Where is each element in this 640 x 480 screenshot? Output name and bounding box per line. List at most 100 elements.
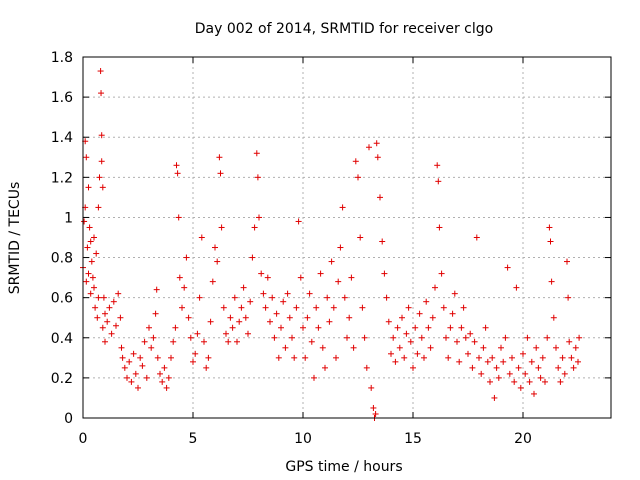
data-points [80, 68, 583, 421]
data-point [418, 334, 425, 341]
data-point [205, 354, 212, 361]
data-point [515, 364, 522, 371]
data-point [498, 344, 504, 351]
data-point [319, 344, 326, 351]
data-point [478, 370, 485, 377]
data-point [546, 224, 553, 231]
data-point [87, 290, 94, 297]
data-point [117, 314, 124, 321]
data-point [460, 304, 467, 311]
data-point [196, 294, 203, 301]
data-point [520, 350, 526, 357]
data-point [295, 218, 302, 225]
data-point [390, 334, 397, 341]
data-point [264, 274, 271, 281]
data-point [119, 354, 126, 361]
data-point [443, 334, 449, 341]
data-point [94, 314, 101, 321]
data-point [245, 330, 251, 337]
data-point [372, 410, 379, 417]
data-point [377, 194, 383, 201]
data-point [86, 224, 93, 231]
data-point [304, 314, 311, 321]
data-point [214, 258, 221, 265]
data-point [96, 174, 103, 181]
data-point [324, 294, 331, 301]
data-point [282, 344, 289, 351]
y-tick-label: 1.2 [51, 170, 73, 186]
data-point [192, 350, 199, 357]
data-point [293, 304, 300, 311]
data-point [249, 254, 256, 261]
data-point [557, 378, 564, 385]
data-point [98, 132, 105, 139]
data-point [267, 318, 273, 325]
data-point [218, 224, 225, 231]
data-point [531, 390, 537, 397]
data-point [280, 298, 287, 305]
data-point [143, 374, 150, 381]
data-point [110, 298, 117, 305]
data-point [553, 344, 559, 351]
data-point [570, 364, 577, 371]
data-point [410, 364, 416, 371]
data-point [161, 364, 168, 371]
plot-frame [82, 56, 612, 419]
data-point [242, 314, 249, 321]
y-tick-label: 1.8 [51, 50, 73, 66]
data-point [480, 344, 487, 351]
data-point [542, 378, 548, 385]
data-point [286, 314, 293, 321]
data-point [201, 338, 207, 345]
data-point [405, 304, 412, 311]
axis-ticks [82, 56, 611, 419]
data-point [198, 234, 205, 241]
data-point [401, 354, 408, 361]
data-point [559, 354, 566, 361]
data-point [547, 238, 554, 245]
data-point [85, 184, 92, 191]
data-point [275, 354, 282, 361]
data-point [513, 284, 520, 291]
data-point [291, 354, 298, 361]
data-point [350, 344, 357, 351]
data-point [227, 314, 234, 321]
data-point [190, 358, 196, 365]
data-point [456, 358, 463, 365]
data-point [157, 370, 163, 377]
data-point [170, 338, 177, 345]
data-point [95, 294, 102, 301]
data-point [544, 334, 551, 341]
data-point [396, 344, 403, 351]
data-point [548, 278, 555, 285]
data-point [575, 358, 581, 365]
data-point [168, 354, 174, 361]
y-tick-label: 1 [64, 210, 73, 226]
data-point [359, 304, 366, 311]
data-point [366, 144, 372, 151]
data-point [528, 358, 535, 365]
data-point [388, 350, 394, 357]
data-point [118, 344, 125, 351]
data-point [326, 318, 333, 325]
data-point [370, 404, 377, 411]
data-point [254, 174, 261, 181]
data-point [313, 304, 320, 311]
data-point [357, 234, 364, 241]
data-point [165, 374, 172, 381]
data-point [394, 324, 401, 331]
data-point [337, 244, 344, 251]
y-tick-label: 1.4 [51, 130, 73, 146]
data-point [194, 330, 201, 337]
data-point [328, 258, 335, 265]
data-point [91, 234, 97, 241]
data-point [489, 354, 496, 361]
data-point [229, 324, 236, 331]
data-point [539, 354, 546, 361]
data-point [289, 334, 295, 341]
x-tick-label: 0 [79, 431, 88, 447]
data-point [179, 304, 185, 311]
data-point [491, 394, 498, 401]
